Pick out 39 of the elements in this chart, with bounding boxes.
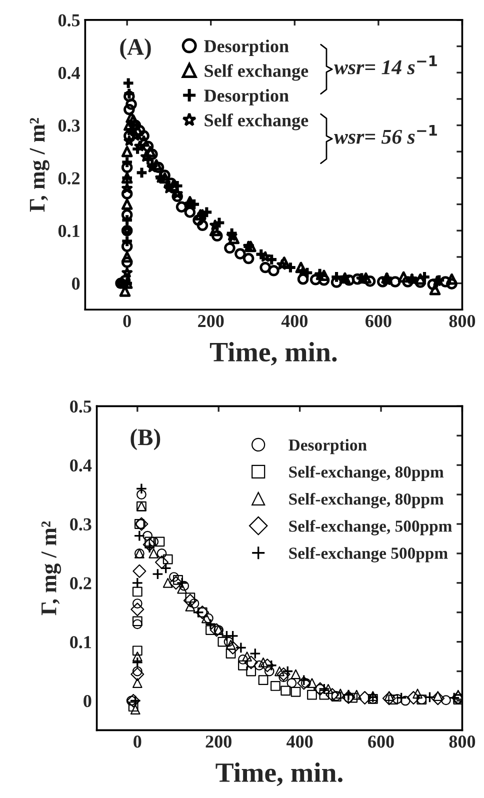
x-tick-label: 800 bbox=[449, 736, 476, 748]
legend-label: Desorption bbox=[204, 40, 289, 56]
legend-label: Self-exchange, 80ppm bbox=[289, 492, 444, 508]
y-tick-label: 0.5 bbox=[58, 14, 80, 26]
legend-label: Desorption bbox=[288, 438, 367, 454]
x-tick-label: 600 bbox=[368, 736, 394, 748]
x-tick-label: 200 bbox=[206, 736, 232, 748]
y-tick-label: 0.3 bbox=[70, 518, 92, 531]
annotation: wsr= 56 s$^{−1}$ bbox=[334, 125, 437, 144]
y-tick-label: 0.5 bbox=[70, 400, 92, 413]
legend-label: Self-exchange 500ppm bbox=[289, 546, 448, 562]
legend-label: Self-exchange, 500ppm bbox=[289, 520, 452, 536]
y-tick-label: 0.2 bbox=[58, 172, 80, 184]
legend-label: Desorption bbox=[204, 89, 289, 106]
legend-label: Self exchange bbox=[204, 114, 308, 130]
annotation: (A) bbox=[120, 38, 151, 60]
x-tick-label: 0 bbox=[123, 315, 131, 328]
x-tick-label: 400 bbox=[281, 315, 308, 328]
y-axis-title: Γ, mg / m² bbox=[30, 118, 50, 212]
x-axis-title: Time, min. bbox=[210, 342, 337, 366]
y-tick-label: 0.4 bbox=[70, 459, 92, 472]
y-tick-label: 0 bbox=[84, 694, 92, 708]
y-tick-label: 0.1 bbox=[58, 224, 80, 238]
y-tick-label: 0.1 bbox=[70, 636, 92, 648]
y-tick-label: 0.2 bbox=[70, 577, 92, 590]
annotation: (B) bbox=[130, 428, 160, 450]
y-tick-label: 0.4 bbox=[58, 66, 80, 80]
x-tick-label: 800 bbox=[449, 315, 476, 328]
y-tick-label: 0.3 bbox=[58, 120, 80, 132]
x-axis-title: Time, min. bbox=[216, 762, 342, 786]
y-tick-label: 0 bbox=[72, 278, 80, 290]
x-tick-label: 0 bbox=[134, 736, 142, 748]
legend-label: Self-exchange, 80ppm bbox=[289, 466, 444, 482]
x-tick-label: 400 bbox=[286, 736, 313, 748]
x-tick-label: 200 bbox=[198, 315, 224, 328]
x-tick-label: 600 bbox=[366, 315, 392, 328]
annotation: wsr= 14 s$^{−1}$ bbox=[334, 55, 437, 74]
legend-label: Self exchange bbox=[204, 64, 308, 81]
y-axis-title: Γ, mg / m² bbox=[41, 521, 62, 616]
